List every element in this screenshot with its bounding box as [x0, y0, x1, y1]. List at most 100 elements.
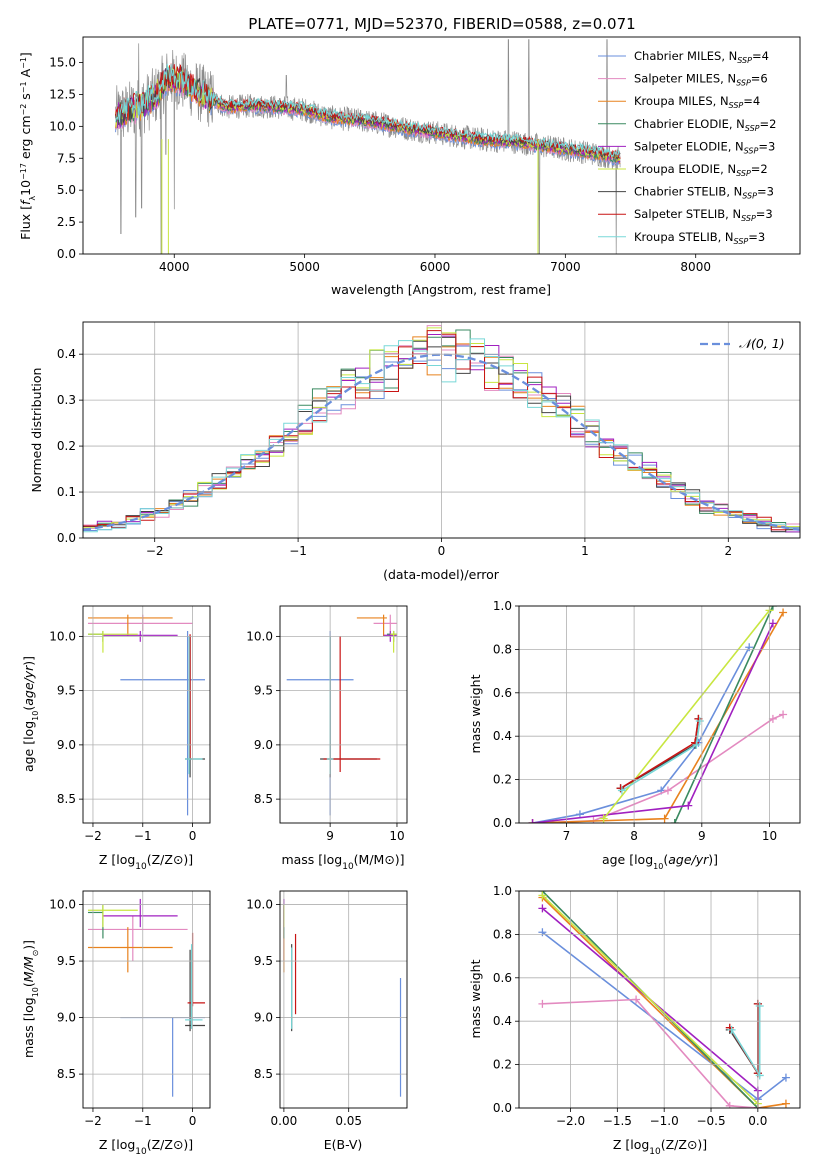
x-tick-label: −1.5	[603, 1114, 632, 1128]
y-tick-label: 0.2	[493, 1058, 512, 1072]
x-tick-label: 2	[724, 544, 732, 558]
weight-point	[779, 710, 788, 719]
y-tick-label: 0.0	[57, 531, 76, 545]
weight-point	[670, 819, 679, 823]
x-tick-label: 0	[189, 1114, 197, 1128]
x-tick-label: −2	[84, 829, 102, 843]
x-tick-label: 9	[326, 829, 334, 843]
x-tick-label: −1	[134, 829, 152, 843]
weight-point	[684, 801, 693, 810]
residual-hist-axes: −2 −1 0 1 2 0.0 0.1 0.2 0.3 0.4 𝒩(0, 1) (data-model…	[29, 321, 801, 582]
age-vs-mass-plot-area	[286, 614, 397, 816]
y-tick-label: 9.0	[57, 1011, 76, 1025]
y-tick-label: 0.3	[57, 393, 76, 407]
y-tick-label: 10.0	[246, 629, 273, 643]
age-vs-mass-axes: 9 10 8.5 9.0 9.5 10.0	[246, 605, 408, 843]
x-axis-label: (data-model)/error	[383, 567, 500, 582]
y-tick-label: 0.6	[493, 686, 512, 700]
axes-frame	[279, 605, 408, 824]
x-tick-label: 7	[563, 829, 571, 843]
y-tick-label: 2.5	[57, 215, 76, 229]
x-tick-label: 6000	[420, 260, 451, 274]
legend-label: Chabrier STELIB, NSSP=3	[634, 185, 774, 201]
legend-label: Salpeter MILES, NSSP=6	[634, 72, 768, 88]
axes-frame	[82, 605, 211, 824]
y-tick-label: 0.6	[493, 971, 512, 985]
y-tick-label: 0.1	[57, 485, 76, 499]
y-axis-label: mass [log10(M/M⊙)]	[21, 940, 40, 1058]
mass-vs-ebv-plot-area	[283, 898, 402, 1097]
x-tick-label: −2	[84, 1114, 102, 1128]
weight-point	[768, 714, 777, 723]
y-tick-label: 0.2	[57, 439, 76, 453]
massweight-vs-Z-axes: −2.0 −1.5 −1.0 −0.5 0.0 0.0 0.2 0.4 0.6 0.8 1.0 mas…	[468, 884, 801, 1128]
weight-point	[745, 643, 754, 652]
x-tick-label: 0.05	[335, 1114, 362, 1128]
x-tick-label: −2.0	[556, 1114, 585, 1128]
axes-frame	[518, 605, 801, 824]
y-tick-label: 9.0	[254, 738, 273, 752]
weight-line-chabrier-elodie	[673, 606, 774, 823]
mass-vs-Z-plot-area	[87, 898, 206, 1097]
y-tick-label: 12.5	[49, 87, 76, 101]
y-tick-label: 8.5	[254, 792, 273, 806]
spectrum-axes: 4000 5000 6000 7000 8000 0.0 2.5 5.0 7.5 10.0 12.5…	[18, 36, 801, 297]
massweight-vs-age-plot-area	[528, 606, 788, 823]
x-tick-label: 8000	[680, 260, 711, 274]
x-tick-label: −1	[289, 544, 307, 558]
x-tick-label: 9	[698, 829, 706, 843]
x-tick-label: 0.00	[271, 1114, 298, 1128]
y-axis-label: mass weight	[468, 674, 483, 753]
age-vs-Z-axes: −2 −1 0 8.5 9.0 9.5 10.0 age [log10(age/yr)]	[21, 605, 211, 843]
y-tick-label: 5.0	[57, 183, 76, 197]
y-tick-label: 9.0	[254, 1011, 273, 1025]
age-vs-Z-plot-area	[87, 614, 206, 816]
x-tick-label: −1.0	[650, 1114, 679, 1128]
weight-line-kroupa-elodie	[541, 894, 759, 1105]
legend-label: Kroupa ELODIE, NSSP=2	[634, 162, 768, 178]
x-tick-label: 0	[189, 829, 197, 843]
axes-frame	[82, 36, 801, 255]
y-tick-label: 0.2	[493, 773, 512, 787]
y-tick-label: 0.8	[493, 642, 512, 656]
weight-point	[660, 814, 669, 823]
spectrum-plot-area	[115, 39, 621, 254]
y-tick-label: 9.5	[254, 684, 273, 698]
x-axis-label: Z [log10(Z/Z⊙)]	[99, 852, 193, 872]
axes-frame	[82, 890, 211, 1109]
weight-point	[768, 619, 777, 628]
x-axis-label: age [log10(age/yr)]	[602, 852, 718, 871]
weight-line-salpeter-miles	[542, 998, 758, 1108]
x-tick-label: 4000	[159, 260, 190, 274]
y-tick-label: 10.0	[49, 119, 76, 133]
weight-point	[727, 1025, 736, 1034]
weight-point	[538, 928, 547, 937]
y-tick-label: 1.0	[493, 599, 512, 613]
y-axis-label: mass weight	[468, 959, 483, 1038]
weight-point	[538, 999, 547, 1008]
weight-point	[599, 814, 608, 823]
weight-line-chabrier-miles	[532, 646, 750, 823]
mass-vs-ebv-axes: 0.00 0.05 8.5 9.0 9.5 10.0 E(B-V)	[246, 890, 408, 1152]
legend-label: Kroupa STELIB, NSSP=3	[634, 230, 765, 246]
y-tick-label: 0.8	[493, 927, 512, 941]
weight-line-kroupa-stelib	[730, 1006, 761, 1079]
x-tick-label: 1	[581, 544, 589, 558]
y-tick-label: 8.5	[254, 1067, 273, 1081]
x-tick-label: 0	[438, 544, 446, 558]
legend-label: Chabrier ELODIE, NSSP=2	[634, 117, 776, 133]
weight-point	[692, 740, 701, 749]
weight-line-chabrier-stelib	[729, 1003, 759, 1077]
legend-label: 𝒩(0, 1)	[739, 336, 785, 351]
x-tick-label: −2	[146, 544, 164, 558]
weight-point	[781, 1099, 790, 1108]
massweight-vs-age-axes: 7 8 9 10 0.0 0.2 0.4 0.6 0.8 1.0 age [log10(age/yr…	[468, 599, 801, 871]
weight-point	[779, 608, 788, 617]
x-axis-label: Z [log10(Z/Z⊙)]	[613, 1137, 707, 1157]
weight-point	[632, 995, 641, 1004]
figure-title: PLATE=0771, MJD=52370, FIBERID=0588, z=0…	[248, 15, 635, 33]
axes-frame	[518, 890, 801, 1109]
y-tick-label: 1.0	[493, 884, 512, 898]
y-tick-label: 10.0	[49, 898, 76, 912]
